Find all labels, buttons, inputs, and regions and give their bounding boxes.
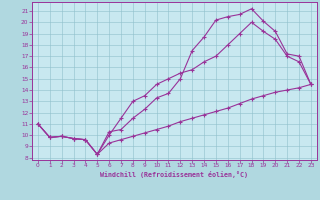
X-axis label: Windchill (Refroidissement éolien,°C): Windchill (Refroidissement éolien,°C) (100, 171, 248, 178)
